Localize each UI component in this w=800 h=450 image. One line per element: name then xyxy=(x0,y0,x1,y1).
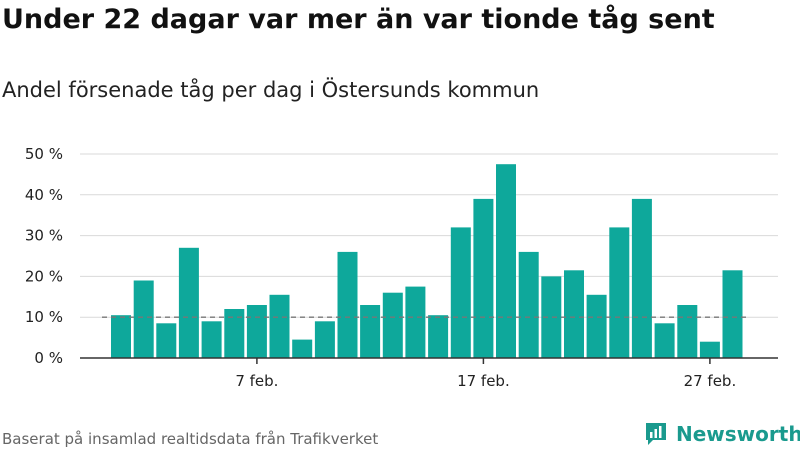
bar xyxy=(156,323,177,358)
bar xyxy=(518,251,539,358)
brand-logo: Newsworthy xyxy=(644,420,800,448)
y-tick-label: 0 % xyxy=(34,349,63,367)
bar xyxy=(292,339,313,358)
newsworthy-logo-icon xyxy=(646,423,666,445)
bar xyxy=(677,305,698,358)
bar xyxy=(564,270,584,358)
y-tick-label: 50 % xyxy=(25,145,63,163)
bar xyxy=(178,247,199,358)
y-axis-labels: 0 % 10 % 20 % 30 % 40 % 50 % xyxy=(25,145,63,367)
chart-subtitle: Andel försenade tåg per dag i Östersunds… xyxy=(2,78,540,102)
bar xyxy=(541,276,562,358)
y-tick-label: 30 % xyxy=(25,227,63,245)
bar-chart: 0 % 10 % 20 % 30 % 40 % 50 % 7 feb. 17 feb. 27 … xyxy=(25,145,778,390)
bars xyxy=(111,164,743,358)
bar xyxy=(246,305,267,358)
x-axis: 7 feb. 17 feb. 27 feb. xyxy=(80,357,778,390)
bar xyxy=(609,227,630,358)
y-tick-label: 10 % xyxy=(25,308,63,326)
bar xyxy=(269,294,290,358)
bar xyxy=(382,292,403,358)
bar xyxy=(699,341,720,358)
bar xyxy=(133,280,154,358)
bar xyxy=(360,305,381,358)
x-tick-label: 27 feb. xyxy=(684,372,737,390)
bar xyxy=(224,309,245,358)
bar xyxy=(337,251,358,358)
bar xyxy=(111,315,131,358)
bar xyxy=(654,323,675,358)
bar xyxy=(473,198,494,358)
y-tick-label: 20 % xyxy=(25,267,63,285)
bar xyxy=(405,286,426,358)
source-note: Baserat på insamlad realtidsdata från Tr… xyxy=(2,430,379,448)
bar xyxy=(428,315,449,358)
bar xyxy=(586,294,607,358)
bar xyxy=(496,164,516,358)
bar xyxy=(201,321,222,358)
x-tick-label: 17 feb. xyxy=(457,372,510,390)
x-tick-label: 7 feb. xyxy=(235,372,278,390)
bar xyxy=(631,198,652,358)
bar xyxy=(722,270,743,358)
bar xyxy=(314,321,335,358)
chart-title: Under 22 dagar var mer än var tionde tåg… xyxy=(2,4,715,35)
brand-name: Newsworthy xyxy=(676,422,800,446)
bar xyxy=(450,227,471,358)
y-tick-label: 40 % xyxy=(25,186,63,204)
